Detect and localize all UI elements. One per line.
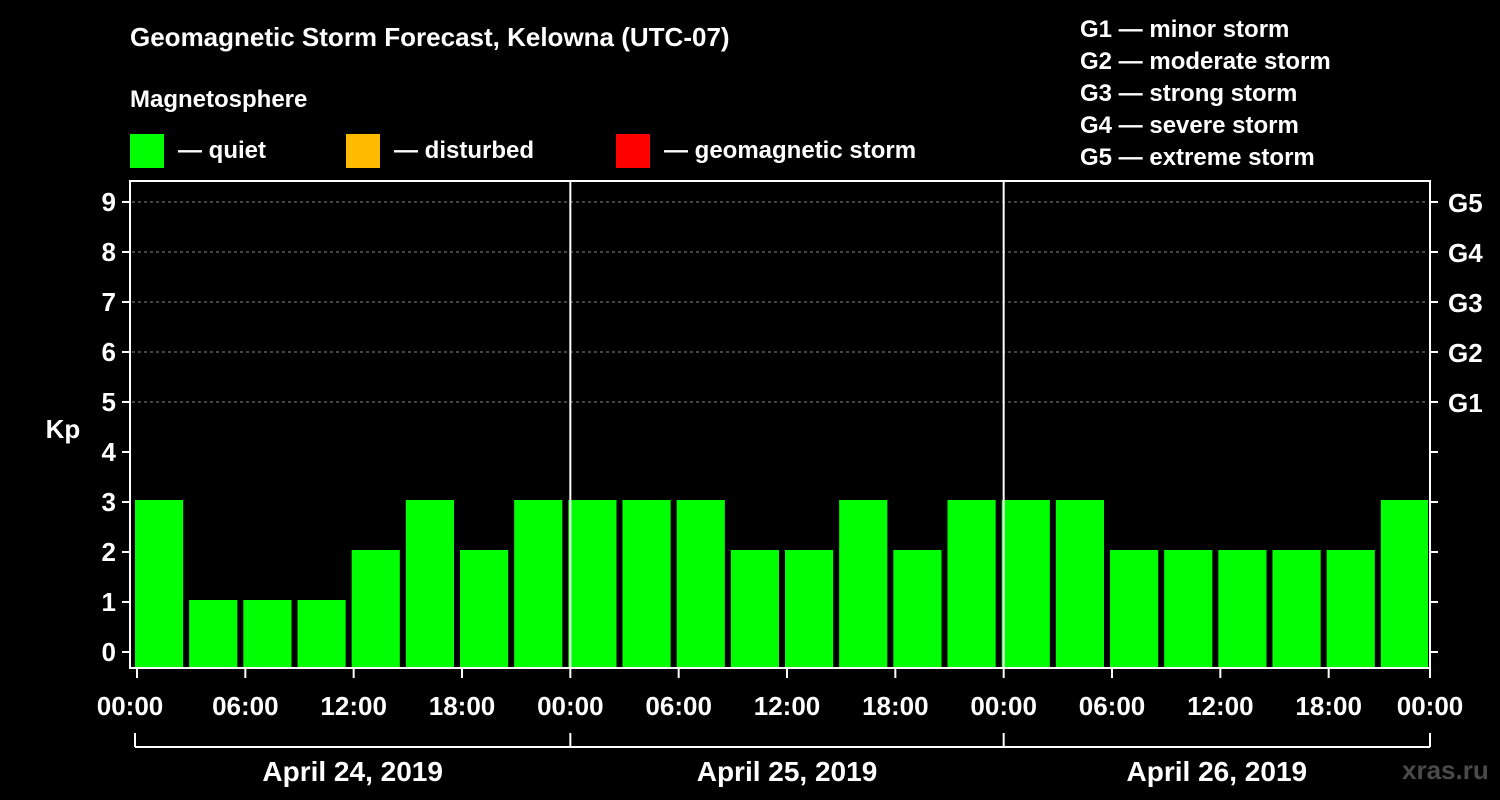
watermark: xras.ru <box>1402 755 1489 785</box>
y-axis-label: Kp <box>46 414 81 444</box>
g-label-G5: G5 <box>1448 188 1483 218</box>
y-tick-label-0: 0 <box>102 637 116 667</box>
kp-bar-1 <box>189 600 238 668</box>
x-tick-label-7: 18:00 <box>862 691 929 721</box>
legend-disturbed: — disturbed <box>346 134 534 168</box>
kp-bar-0 <box>135 500 184 668</box>
kp-bar-8 <box>568 500 617 668</box>
kp-bar-20 <box>1218 550 1267 668</box>
storm-scale-g4: G4 — severe storm <box>1080 112 1299 139</box>
legend-quiet-swatch <box>130 134 164 168</box>
storm-scale-g1: G1 — minor storm <box>1080 16 1290 43</box>
x-tick-label-2: 12:00 <box>320 691 387 721</box>
kp-bar-21 <box>1272 550 1321 668</box>
x-tick-label-1: 06:00 <box>212 691 279 721</box>
kp-bar-10 <box>676 500 725 668</box>
kp-bar-16 <box>1001 500 1050 668</box>
storm-scale-g2: G2 — moderate storm <box>1080 48 1331 75</box>
x-tick-label-5: 06:00 <box>645 691 712 721</box>
y-tick-label-5: 5 <box>102 387 116 417</box>
legend-quiet: — quiet <box>130 134 266 168</box>
kp-bar-5 <box>405 500 454 668</box>
kp-bar-15 <box>947 500 996 668</box>
g-label-G1: G1 <box>1448 388 1483 418</box>
plot-frame <box>129 180 1431 669</box>
kp-bar-2 <box>243 600 292 668</box>
storm-scale-g5: G5 — extreme storm <box>1080 144 1315 171</box>
x-tick-label-11: 18:00 <box>1295 691 1362 721</box>
kp-bar-7 <box>514 500 563 668</box>
kp-bar-12 <box>785 550 834 668</box>
kp-bar-11 <box>730 550 779 668</box>
y-tick-label-2: 2 <box>102 537 116 567</box>
kp-bar-6 <box>460 550 509 668</box>
x-tick-label-8: 00:00 <box>970 691 1037 721</box>
chart-subtitle: Magnetosphere <box>130 86 308 113</box>
kp-bar-4 <box>351 550 400 668</box>
g-label-G3: G3 <box>1448 288 1483 318</box>
x-tick-label-10: 12:00 <box>1187 691 1254 721</box>
y-tick-label-4: 4 <box>102 437 117 467</box>
y-tick-label-3: 3 <box>102 487 116 517</box>
y-tick-label-8: 8 <box>102 237 116 267</box>
storm-scale-legend: G1 — minor storm G2 — moderate storm G3 … <box>1080 14 1331 174</box>
kp-bar-3 <box>297 600 346 668</box>
kp-bar-22 <box>1326 550 1375 668</box>
y-tick-label-1: 1 <box>102 587 116 617</box>
x-tick-label-6: 12:00 <box>754 691 821 721</box>
date-label-2: April 26, 2019 <box>1127 756 1308 787</box>
g-label-G2: G2 <box>1448 338 1483 368</box>
y-tick-label-6: 6 <box>102 337 116 367</box>
legend-storm-swatch <box>616 134 650 168</box>
g-label-G4: G4 <box>1448 238 1483 268</box>
x-tick-label-12: 00:00 <box>1397 691 1464 721</box>
legend-quiet-label: — quiet <box>178 137 266 164</box>
kp-bar-9 <box>622 500 671 668</box>
kp-bar-13 <box>839 500 888 668</box>
y-tick-label-9: 9 <box>102 187 116 217</box>
x-tick-label-0: 00:00 <box>97 691 164 721</box>
x-tick-label-9: 06:00 <box>1079 691 1146 721</box>
x-tick-label-3: 18:00 <box>429 691 496 721</box>
legend-storm-label: — geomagnetic storm <box>664 137 917 164</box>
legend-disturbed-label: — disturbed <box>394 137 535 164</box>
y-tick-label-7: 7 <box>102 287 116 317</box>
storm-scale-g3: G3 — strong storm <box>1080 80 1298 107</box>
legend-disturbed-swatch <box>346 134 380 168</box>
chart-title: Geomagnetic Storm Forecast, Kelowna (UTC… <box>130 22 730 52</box>
kp-bar-17 <box>1055 500 1104 668</box>
x-tick-label-4: 00:00 <box>537 691 604 721</box>
legend-storm: — geomagnetic storm <box>616 134 916 168</box>
kp-bar-19 <box>1164 550 1213 668</box>
kp-bar-23 <box>1380 500 1428 668</box>
date-label-0: April 24, 2019 <box>262 756 443 787</box>
date-label-1: April 25, 2019 <box>697 756 878 787</box>
kp-bar-14 <box>893 550 942 668</box>
kp-bar-18 <box>1110 550 1159 668</box>
